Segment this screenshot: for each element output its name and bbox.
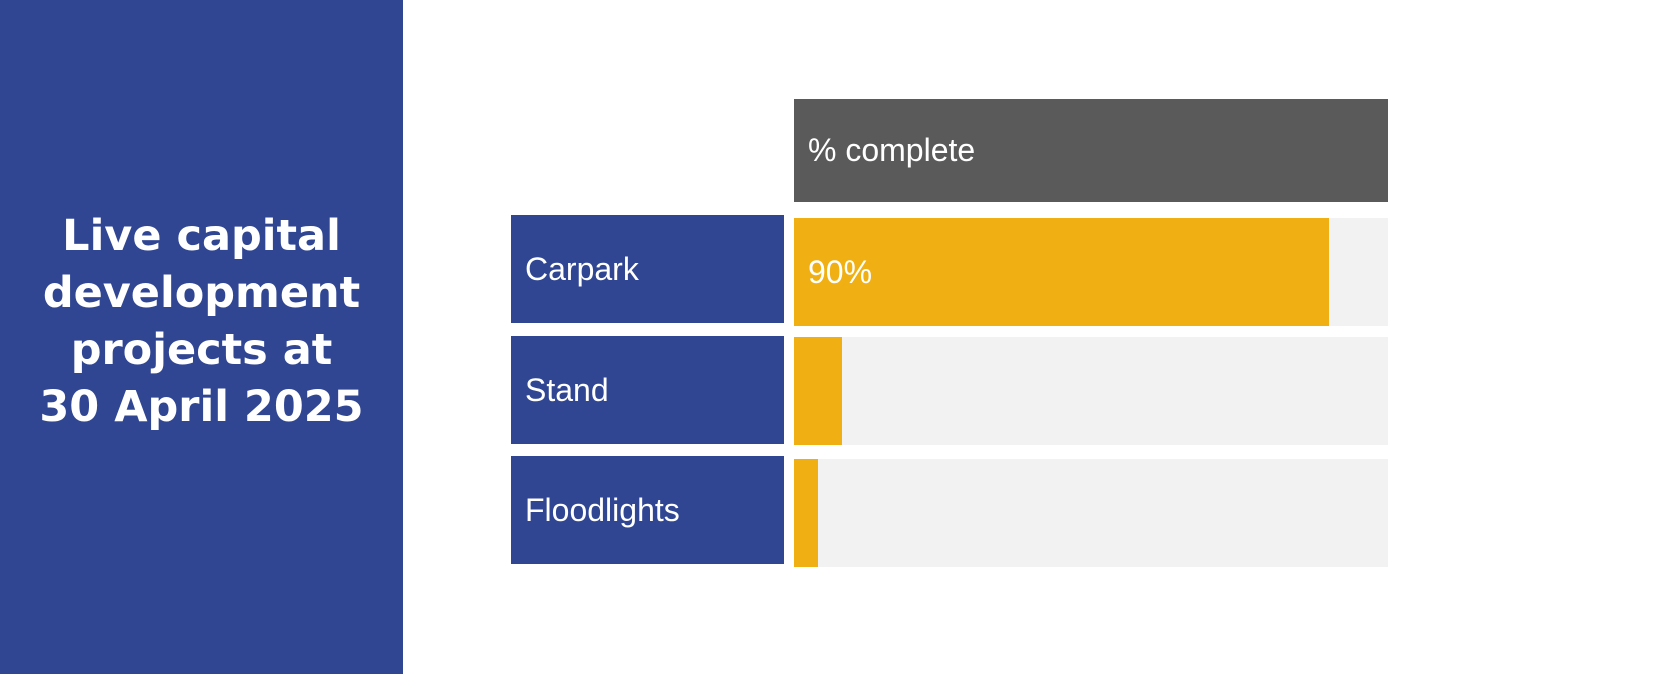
title-line-2: development [42, 268, 361, 318]
bar-floodlights [794, 459, 818, 567]
bar-carpark [794, 218, 1329, 326]
bar-track-carpark: 90% [794, 218, 1388, 326]
category-label-stand: Stand [511, 336, 784, 444]
bar-stand [794, 337, 842, 445]
data-label-carpark: 90% [808, 253, 873, 290]
column-header-label: % complete [808, 132, 976, 168]
category-label-text: Stand [525, 371, 609, 408]
title-line-3: projects at [70, 325, 333, 375]
category-label-carpark: Carpark [511, 215, 784, 323]
column-header: % complete [794, 99, 1388, 202]
category-label-text: Floodlights [525, 491, 680, 528]
title-line-4: 30 April 2025 [39, 382, 364, 432]
category-label-floodlights: Floodlights [511, 456, 784, 564]
page-title: Live capital development projects at 30 … [37, 208, 367, 436]
title-panel: Live capital development projects at 30 … [0, 0, 403, 674]
title-line-1: Live capital [62, 211, 341, 261]
bar-track-stand [794, 337, 1388, 445]
bar-track-floodlights [794, 459, 1388, 567]
category-label-text: Carpark [525, 250, 639, 287]
